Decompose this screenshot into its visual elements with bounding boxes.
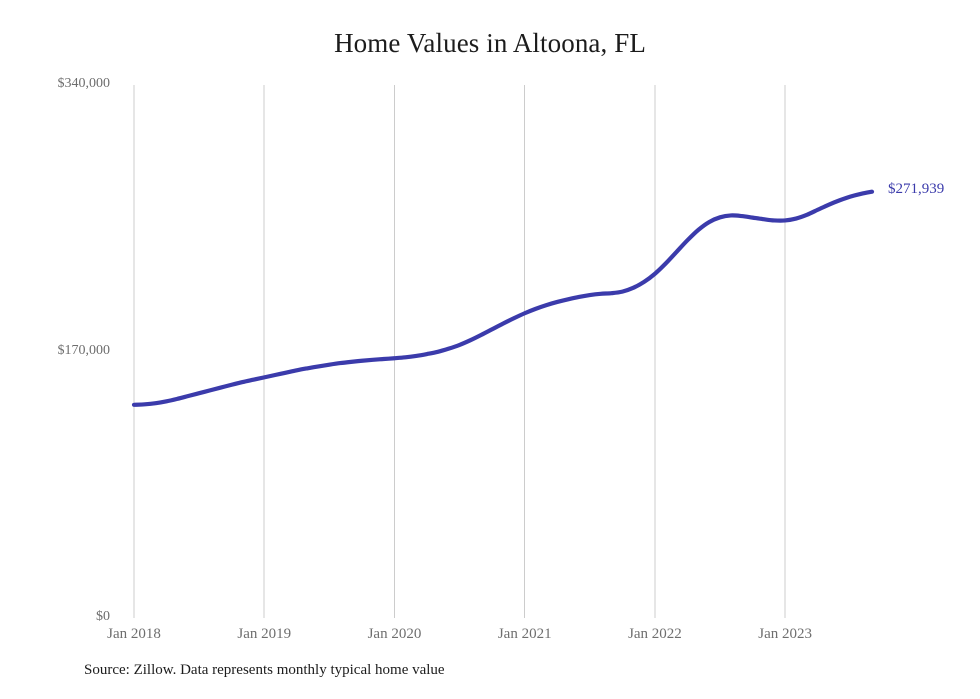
x-axis-tick-label: Jan 2018 xyxy=(107,626,161,642)
end-value-label: $271,939 xyxy=(888,180,945,197)
x-axis-tick-label: Jan 2020 xyxy=(367,626,422,642)
gridlines xyxy=(133,85,786,618)
chart-footnote: Source: Zillow. Data represents monthly … xyxy=(84,662,445,678)
x-axis-tick-label: Jan 2023 xyxy=(758,626,813,642)
y-axis-tick-label: $340,000 xyxy=(57,76,111,91)
x-axis-tick-label: Jan 2022 xyxy=(628,626,682,642)
y-axis-tick-label: $170,000 xyxy=(57,342,111,358)
x-axis-tick-label: Jan 2021 xyxy=(497,626,552,642)
y-axis-tick-label: $0 xyxy=(96,609,110,624)
home-value-line xyxy=(131,189,875,407)
chart-title: Home Values in Altoona, FL xyxy=(334,28,646,58)
x-axis-tick-label: Jan 2019 xyxy=(237,626,292,642)
